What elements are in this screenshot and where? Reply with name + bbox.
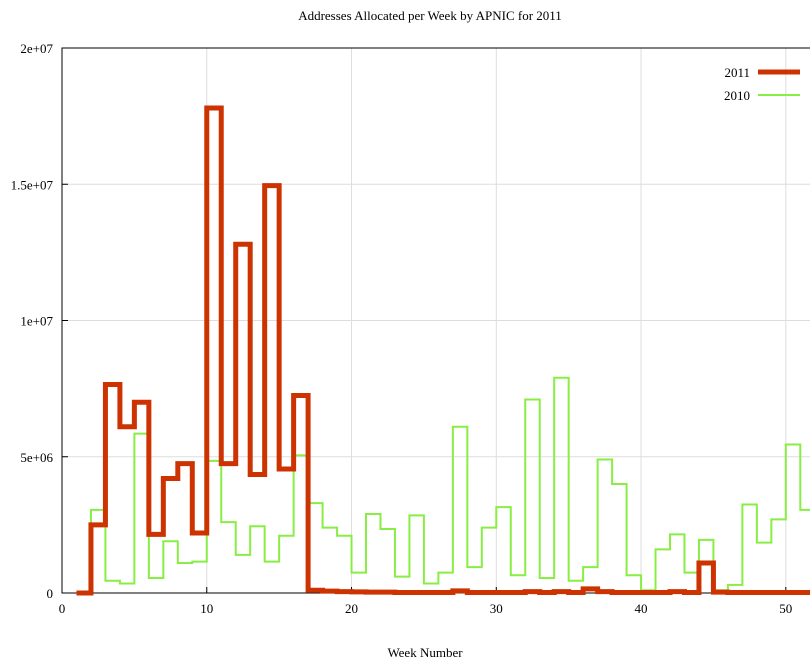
legend-label: 2011 <box>724 65 750 80</box>
x-tick-label: 30 <box>490 601 503 616</box>
grid <box>62 48 810 593</box>
y-tick-label: 5e+06 <box>20 450 53 465</box>
chart-title: Addresses Allocated per Week by APNIC fo… <box>298 8 562 23</box>
y-tick-label: 1.5e+07 <box>11 177 54 192</box>
y-tick-label: 0 <box>47 586 54 601</box>
x-tick-label: 20 <box>345 601 358 616</box>
y-tick-label: 1e+07 <box>20 314 53 329</box>
y-tick-label: 2e+07 <box>20 41 53 56</box>
x-tick-label: 50 <box>779 601 792 616</box>
x-tick-label: 10 <box>200 601 213 616</box>
x-axis-label: Week Number <box>387 645 463 660</box>
series-line-2011 <box>76 105 810 596</box>
x-axis: 0 10 20 30 40 50 <box>59 587 792 616</box>
legend-label: 2010 <box>724 88 750 103</box>
x-tick-label: 0 <box>59 601 66 616</box>
legend: 2011 2010 <box>724 65 800 103</box>
x-tick-label: 40 <box>635 601 648 616</box>
series-layer <box>76 105 810 596</box>
series-line-2010 <box>76 376 810 594</box>
y-axis: 0 5e+06 1e+07 1.5e+07 2e+07 <box>11 41 68 601</box>
